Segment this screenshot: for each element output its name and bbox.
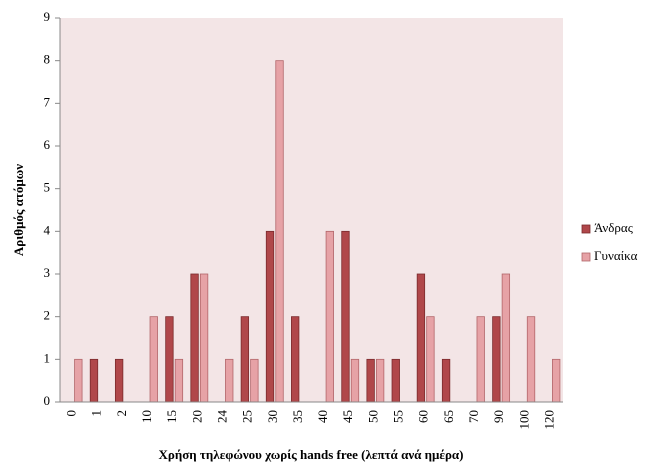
bar bbox=[199, 273, 209, 403]
bar bbox=[89, 358, 99, 403]
y-tick-label: 8 bbox=[44, 52, 51, 67]
x-tick-label: 20 bbox=[189, 410, 204, 423]
x-tick-label: 25 bbox=[240, 410, 255, 423]
bar bbox=[391, 358, 400, 403]
y-tick-label: 9 bbox=[44, 9, 51, 24]
bar bbox=[265, 230, 275, 403]
bar bbox=[476, 316, 485, 403]
bar bbox=[165, 316, 174, 403]
y-tick-label: 2 bbox=[44, 308, 51, 323]
x-tick-label: 40 bbox=[315, 410, 330, 423]
legend-label: Άνδρας bbox=[594, 220, 634, 235]
x-tick-label: 2 bbox=[114, 410, 129, 417]
bar bbox=[416, 273, 426, 403]
bar bbox=[526, 316, 536, 403]
x-tick-label: 10 bbox=[139, 410, 154, 423]
x-tick-label: 35 bbox=[290, 410, 305, 423]
legend-label: Γυναίκα bbox=[594, 248, 638, 263]
y-tick-label: 0 bbox=[44, 393, 51, 408]
bar bbox=[190, 273, 199, 403]
y-tick-label: 1 bbox=[44, 350, 51, 365]
x-tick-label: 90 bbox=[491, 410, 506, 423]
y-tick-label: 6 bbox=[44, 137, 51, 152]
bar bbox=[291, 316, 300, 403]
bar bbox=[114, 358, 124, 403]
bar bbox=[225, 358, 234, 403]
bar bbox=[492, 316, 501, 403]
y-tick-label: 5 bbox=[44, 180, 51, 195]
x-tick-label: 30 bbox=[265, 410, 280, 423]
y-tick-label: 4 bbox=[44, 222, 51, 237]
bar bbox=[375, 358, 385, 403]
bar bbox=[240, 316, 250, 403]
bar bbox=[366, 358, 375, 403]
legend-swatch bbox=[581, 252, 591, 262]
x-tick-label: 45 bbox=[340, 410, 355, 423]
x-tick-label: 24 bbox=[214, 410, 229, 424]
x-tick-label: 120 bbox=[541, 410, 556, 430]
bar bbox=[501, 273, 511, 403]
x-tick-label: 100 bbox=[516, 410, 531, 430]
y-tick-label: 3 bbox=[44, 265, 51, 280]
x-tick-label: 55 bbox=[391, 410, 406, 423]
bar bbox=[74, 358, 83, 403]
legend-swatch bbox=[581, 224, 591, 234]
x-tick-label: 60 bbox=[416, 410, 431, 423]
x-tick-label: 70 bbox=[466, 410, 481, 423]
y-tick-label: 7 bbox=[44, 94, 51, 109]
plot-area bbox=[60, 18, 563, 402]
bar bbox=[426, 316, 435, 403]
x-tick-label: 0 bbox=[64, 410, 79, 417]
bar bbox=[350, 358, 360, 403]
x-tick-label: 1 bbox=[89, 410, 104, 417]
bar bbox=[174, 358, 184, 403]
bar bbox=[275, 60, 284, 403]
bar bbox=[441, 358, 451, 403]
bar bbox=[250, 358, 259, 403]
x-axis-label: Χρήση τηλεφώνου χωρίς hands free (λεπτά … bbox=[159, 447, 464, 462]
x-tick-label: 50 bbox=[365, 410, 380, 423]
bar bbox=[149, 316, 158, 403]
x-tick-label: 65 bbox=[441, 410, 456, 423]
x-tick-label: 15 bbox=[164, 410, 179, 423]
bar bbox=[341, 230, 350, 403]
bar bbox=[325, 230, 334, 403]
bar bbox=[552, 358, 561, 403]
y-axis-label: Αριθμός ατόμων bbox=[11, 164, 26, 256]
